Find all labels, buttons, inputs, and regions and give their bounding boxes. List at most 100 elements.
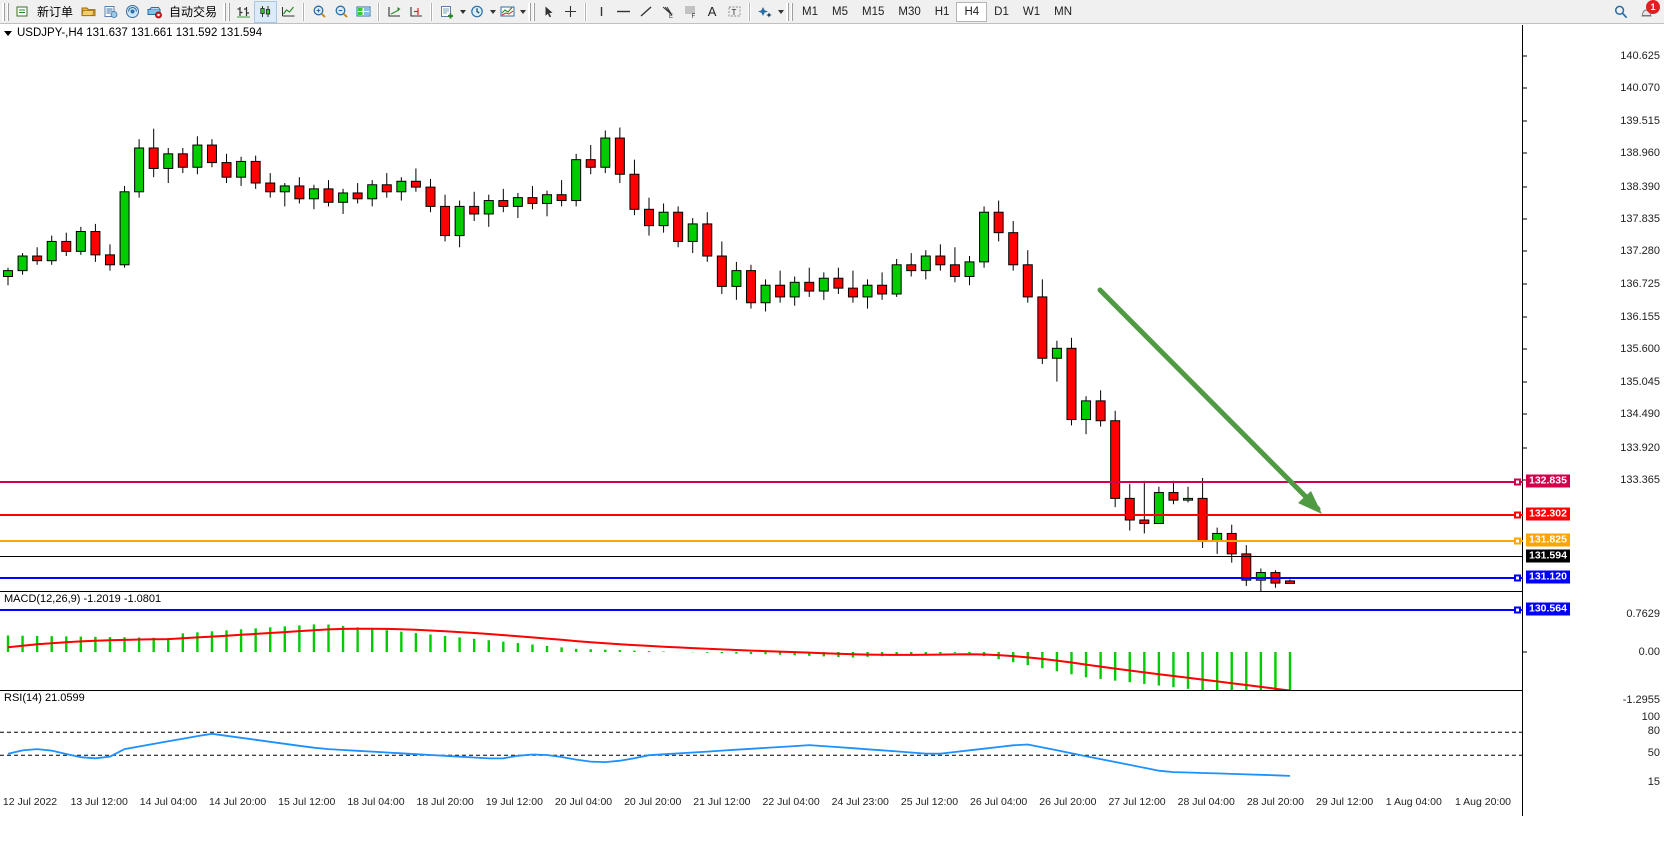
support-level-1-line[interactable] — [0, 577, 1523, 579]
price-axis[interactable]: 140.625 140.070 139.515 138.960 138.390 137.8… — [1523, 25, 1664, 816]
time-tick-label: 18 Jul 04:00 — [347, 796, 405, 808]
timeframe-m5[interactable]: M5 — [832, 5, 848, 18]
macd-tick-label: -1.2955 — [1622, 694, 1660, 706]
price-tick — [1523, 120, 1527, 122]
rsi-tick-label: 15 — [1647, 776, 1660, 788]
price-tick-label: 133.920 — [1620, 441, 1660, 454]
time-tick-label: 28 Jul 04:00 — [1177, 796, 1235, 808]
line-chart-icon[interactable] — [277, 1, 299, 23]
candlestick-icon[interactable] — [254, 0, 278, 23]
price-tick-label: 139.515 — [1620, 114, 1660, 127]
chart-menu-caret-icon[interactable] — [4, 30, 12, 36]
support-level-2-line[interactable] — [0, 609, 1523, 611]
svg-text:T: T — [731, 8, 736, 17]
svg-text:F: F — [691, 14, 695, 19]
fibo-icon[interactable]: E — [657, 1, 679, 23]
price-tick-label: 137.835 — [1620, 212, 1660, 225]
chart-shift-icon[interactable] — [383, 1, 405, 23]
profile-icon[interactable] — [99, 1, 121, 23]
new-order-icon[interactable] — [11, 1, 33, 23]
timeframe-m1[interactable]: M1 — [802, 5, 819, 18]
zoom-out-icon[interactable] — [330, 1, 352, 23]
symbol-info-bar[interactable]: USDJPY-,H4 131.637 131.661 131.592 131.5… — [4, 27, 262, 39]
macd-tick — [1523, 651, 1527, 653]
autotrade-icon[interactable] — [143, 1, 165, 23]
resistance-level-1-handle[interactable] — [1514, 478, 1521, 486]
time-tick-label: 12 Jul 2022 — [2, 796, 58, 808]
price-tick-label: 138.960 — [1620, 147, 1660, 160]
zoom-in-icon[interactable] — [308, 1, 330, 23]
toolbar-grip-3[interactable] — [528, 2, 536, 21]
price-plot[interactable]: USDJPY-,H4 131.637 131.661 131.592 131.5… — [0, 25, 1523, 816]
text-icon[interactable]: A — [707, 4, 717, 19]
folder-icon[interactable] — [77, 1, 99, 23]
price-tick-label: 137.280 — [1620, 245, 1660, 258]
time-tick-label: 26 Jul 04:00 — [970, 796, 1028, 808]
current-price-line[interactable] — [0, 556, 1523, 557]
resistance-level-2-handle[interactable] — [1514, 511, 1521, 519]
toolbar-grip-2[interactable] — [223, 2, 231, 21]
time-tick-label: 1 Aug 20:00 — [1454, 796, 1512, 808]
template-icon[interactable] — [436, 1, 458, 23]
chevron-down-icon[interactable] — [460, 9, 467, 14]
objects-icon[interactable] — [754, 1, 776, 23]
entry-level-tag[interactable]: 131.825 — [1526, 533, 1570, 547]
macd-series — [6, 624, 1292, 690]
clock-icon[interactable] — [466, 1, 488, 23]
downtrend-arrow[interactable] — [0, 25, 1523, 591]
time-tick-label: 22 Jul 04:00 — [762, 796, 820, 808]
new-order-label[interactable]: 新订单 — [37, 5, 74, 19]
alert-count-badge: 1 — [1646, 0, 1660, 14]
timeframe-m30[interactable]: M30 — [898, 5, 921, 18]
timeframe-mn[interactable]: MN — [1054, 5, 1072, 18]
resistance-level-2-line[interactable] — [0, 514, 1523, 516]
resistance-level-1-tag[interactable]: 132.835 — [1526, 474, 1570, 488]
fibo-fan-icon[interactable]: F — [679, 1, 701, 23]
chart-window[interactable]: 140.625 140.070 139.515 138.960 138.390 137.8… — [0, 25, 1664, 841]
cursor-icon[interactable] — [537, 1, 559, 23]
alert-bell-icon[interactable]: 1 — [1636, 0, 1660, 23]
timeframe-m15[interactable]: M15 — [862, 5, 885, 18]
hline-icon[interactable] — [612, 1, 635, 23]
support-level-1-handle[interactable] — [1514, 574, 1521, 582]
price-tick — [1523, 250, 1527, 252]
chevron-down-icon-4[interactable] — [778, 9, 785, 14]
shift-end-icon[interactable] — [405, 1, 427, 23]
time-tick-label: 13 Jul 12:00 — [70, 796, 128, 808]
chevron-down-icon-2[interactable] — [490, 9, 497, 14]
chevron-down-icon-3[interactable] — [520, 9, 527, 14]
timeframe-h1[interactable]: H1 — [934, 5, 950, 18]
timeframe-h4[interactable]: H4 — [956, 1, 988, 22]
autotrade-label[interactable]: 自动交易 — [169, 5, 218, 19]
vline-icon[interactable] — [590, 1, 612, 23]
signal-icon[interactable] — [121, 1, 143, 23]
price-tick-label: 140.070 — [1620, 82, 1660, 95]
price-tick-label: 134.490 — [1620, 408, 1660, 421]
entry-level-handle[interactable] — [1514, 537, 1521, 545]
support-level-1-tag[interactable]: 131.120 — [1526, 570, 1570, 584]
magnifier-icon[interactable] — [1610, 1, 1632, 23]
timeframe-w1[interactable]: W1 — [1022, 5, 1041, 18]
tile-windows-icon[interactable] — [352, 1, 374, 23]
indicator-icon[interactable] — [496, 1, 518, 23]
resistance-level-2-tag[interactable]: 132.302 — [1526, 507, 1570, 521]
support-level-2-tag[interactable]: 130.564 — [1526, 602, 1570, 616]
toolbar-grip[interactable] — [2, 2, 9, 21]
bar-chart-icon[interactable] — [232, 1, 254, 23]
support-level-2-handle[interactable] — [1514, 606, 1521, 614]
resistance-level-1-line[interactable] — [0, 481, 1523, 483]
price-tick — [1523, 316, 1527, 318]
macd-tick-label: 0.00 — [1638, 646, 1660, 658]
timeframe-d1[interactable]: D1 — [994, 5, 1009, 18]
price-tick — [1523, 87, 1527, 89]
time-tick-label: 15 Jul 12:00 — [278, 796, 336, 808]
entry-level-line[interactable] — [0, 540, 1523, 542]
time-axis[interactable]: 12 Jul 2022 13 Jul 12:00 14 Jul 04:00 14 Ju… — [0, 791, 1523, 816]
time-tick-label: 25 Jul 12:00 — [900, 796, 959, 808]
trendline-icon[interactable] — [635, 1, 657, 23]
rsi-title: RSI(14) 21.0599 — [4, 692, 85, 704]
label-icon[interactable]: T — [723, 1, 745, 23]
crosshair-icon[interactable] — [559, 1, 581, 23]
current-price-tag[interactable]: 131.594 — [1526, 549, 1570, 563]
toolbar-grip-4[interactable] — [786, 2, 794, 21]
